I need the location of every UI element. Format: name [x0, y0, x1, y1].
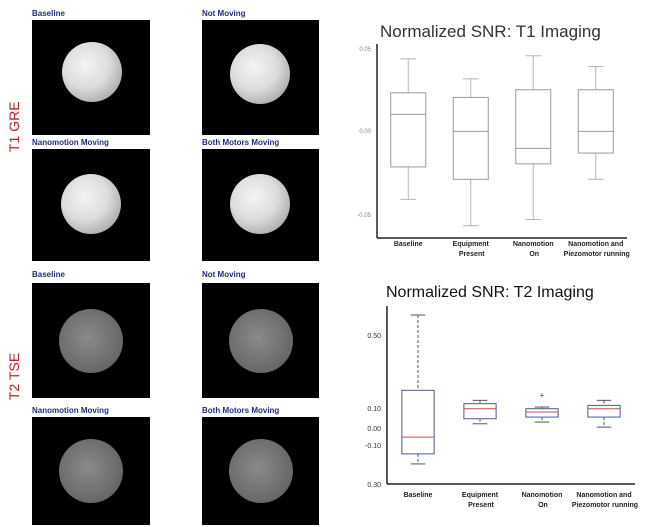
y-tick-label: 0.10: [367, 406, 381, 413]
t1-image-both-motors: [202, 149, 319, 261]
t2-panel-label-both-motors: Both Motors Moving: [202, 406, 280, 415]
box: [577, 89, 614, 154]
t1-image-not-moving: [202, 20, 319, 135]
t2-panel-label-not-moving: Not Moving: [202, 270, 246, 279]
y-tick-label: 0.30: [367, 482, 381, 489]
box: [452, 96, 489, 180]
x-tick-label: Nanomotion On: [513, 241, 554, 258]
t1-image-nanomotion: [32, 149, 150, 261]
t1-panel-label-baseline: Baseline: [32, 9, 65, 18]
t2-image-nanomotion: [32, 417, 150, 525]
x-tick-label: Baseline: [394, 241, 423, 248]
x-tick-label: Nanomotion On: [522, 492, 563, 509]
t2-panel-label-baseline: Baseline: [32, 270, 65, 279]
phantom-disc: [229, 439, 293, 503]
t1-panel-label-both-motors: Both Motors Moving: [202, 138, 280, 147]
phantom-disc: [61, 174, 121, 234]
x-tick-label: Nanomotion and Piezomotor running: [570, 492, 638, 509]
y-tick-label: -0.05: [357, 213, 371, 219]
x-tick-label: Baseline: [404, 492, 433, 499]
outlier-point: +: [539, 390, 544, 400]
t2-panel-label-nanomotion: Nanomotion Moving: [32, 406, 109, 415]
t1-panel-label-nanomotion: Nanomotion Moving: [32, 138, 109, 147]
t2-image-not-moving: [202, 283, 319, 398]
y-tick-label: 0.00: [359, 129, 371, 135]
phantom-disc: [62, 42, 122, 102]
phantom-disc: [59, 309, 123, 373]
t2-boxplot: 0.50 0.10 0.00 -0.10 0.30 + Baseline Equipment …: [365, 306, 638, 509]
box: [463, 403, 497, 420]
t1-gre-label: T1 GRE: [6, 101, 22, 152]
t1-boxplot: 0.05 0.00 -0.05 Baseline Equipment Present Na…: [357, 44, 630, 258]
t1-image-baseline: [32, 20, 150, 135]
phantom-disc: [229, 309, 293, 373]
t1-chart-title: Normalized SNR: T1 Imaging: [380, 22, 601, 41]
phantom-disc: [230, 44, 290, 104]
x-tick-label: Equipment Present: [462, 492, 499, 509]
box: [401, 389, 435, 455]
t2-image-both-motors: [202, 417, 319, 525]
t2-tse-label: T2 TSE: [6, 352, 22, 400]
y-tick-label: 0.50: [367, 333, 381, 340]
box: [587, 404, 621, 418]
y-tick-label: 0.05: [359, 47, 371, 53]
t2-image-baseline: [32, 283, 150, 398]
x-tick-label: Nanomotion and Piezomotor running: [562, 241, 630, 258]
y-tick-label: 0.00: [367, 426, 381, 433]
x-tick-label: Equipment Present: [453, 241, 490, 258]
phantom-disc: [230, 174, 290, 234]
box: [515, 89, 552, 165]
phantom-disc: [59, 439, 123, 503]
box: [525, 408, 559, 418]
box: [390, 92, 427, 168]
t1-panel-label-not-moving: Not Moving: [202, 9, 246, 18]
y-tick-label: -0.10: [365, 443, 381, 450]
t2-chart-title: Normalized SNR: T2 Imaging: [386, 284, 594, 301]
